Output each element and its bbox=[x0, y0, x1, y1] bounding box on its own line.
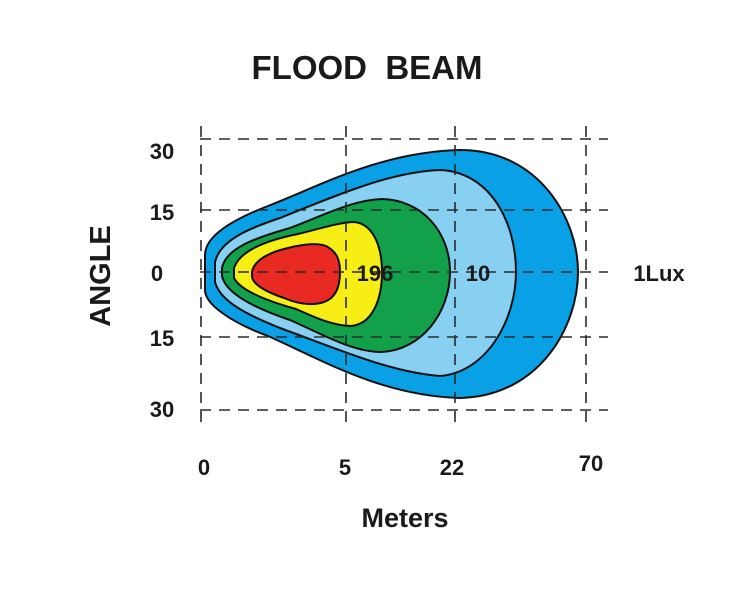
y-tick-30-top: 30 bbox=[150, 139, 174, 164]
y-tick-30-bottom: 30 bbox=[150, 397, 174, 422]
contour-label-10: 10 bbox=[466, 261, 490, 286]
y-tick-15-bottom: 15 bbox=[150, 326, 174, 351]
x-tick-0: 0 bbox=[198, 455, 210, 480]
grid bbox=[200, 126, 608, 424]
beam-zones bbox=[204, 148, 580, 400]
contour-label-1lux: 1Lux bbox=[633, 261, 685, 286]
y-axis-label: ANGLE bbox=[85, 225, 117, 327]
x-tick-22: 22 bbox=[440, 455, 464, 480]
x-tick-5: 5 bbox=[339, 455, 351, 480]
y-tick-0: 0 bbox=[151, 261, 163, 286]
x-axis-label: Meters bbox=[361, 503, 448, 533]
contour-label-196: 196 bbox=[357, 261, 394, 286]
chart-title: FLOOD BEAM bbox=[252, 49, 483, 86]
x-tick-70: 70 bbox=[579, 451, 603, 476]
y-tick-15-top: 15 bbox=[150, 200, 174, 225]
